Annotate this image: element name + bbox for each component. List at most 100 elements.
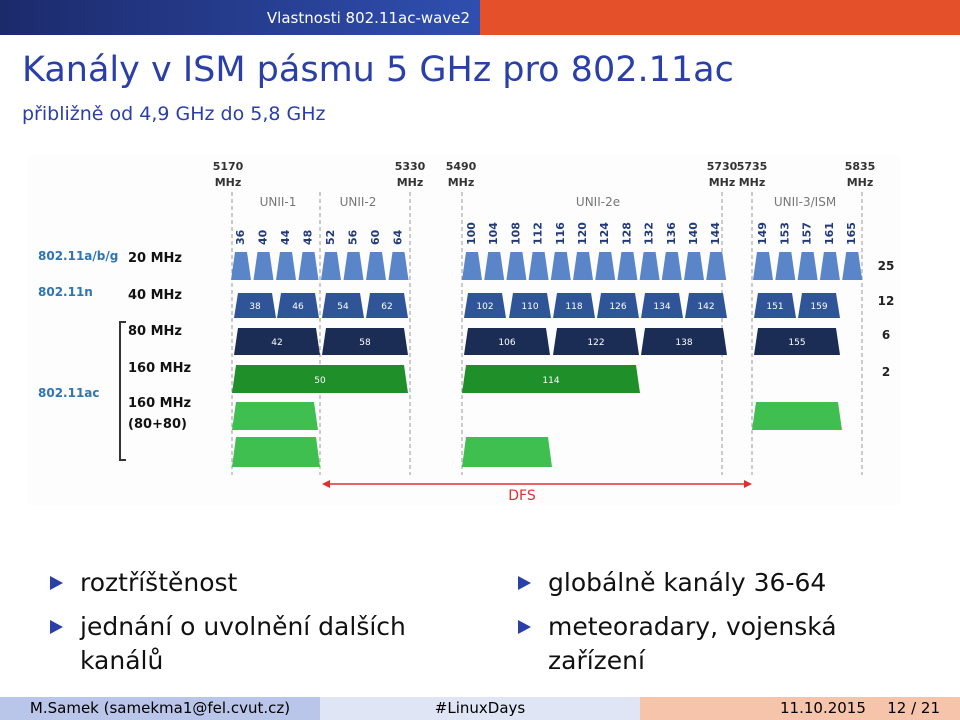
block-40 [464, 293, 506, 318]
channel-20: 136 [665, 222, 678, 245]
freq-unit: MHz [739, 176, 766, 189]
footer-author: M.Samek (samekma1@fel.cvut.cz) [0, 697, 320, 720]
block-80 [553, 328, 639, 355]
block-20 [661, 252, 682, 280]
bullets-right: globálně kanály 36-64 meteoradary, vojen… [518, 566, 858, 688]
block-20 [797, 252, 818, 280]
freq-unit: MHz [397, 176, 424, 189]
block-40 [322, 293, 364, 318]
block-80-80 [752, 402, 842, 430]
block-20 [506, 252, 527, 280]
block-80 [464, 328, 550, 355]
channel-160: 50 [314, 376, 326, 386]
block-20 [550, 252, 571, 280]
channel-80: 42 [271, 338, 282, 348]
block-20 [484, 252, 505, 280]
channel-20: 100 [465, 222, 478, 245]
block-20 [366, 252, 386, 280]
block-80-80 [232, 437, 320, 467]
bullet: globálně kanály 36-64 [518, 566, 858, 600]
block-20 [253, 252, 274, 280]
block-40 [234, 293, 276, 318]
block-80 [322, 328, 408, 355]
width-label: 40 MHz [128, 288, 182, 303]
channel-20: 64 [392, 229, 405, 245]
block-20 [706, 252, 727, 280]
block-20 [276, 252, 296, 280]
count: 2 [882, 365, 890, 379]
freq-value: 5735 [737, 160, 768, 173]
standard: 802.11n [38, 285, 93, 299]
channel-20: 149 [756, 222, 769, 245]
channel-20: 48 [302, 230, 315, 245]
block-20 [528, 252, 549, 280]
section: Vlastnosti 802.11ac-wave2 [266, 9, 470, 27]
footer-page: 12 / 21 [887, 699, 940, 717]
channel-diagram: 5170MHz5330MHz5490MHz5730MHz5735MHz5835M… [28, 155, 900, 505]
block-40 [754, 293, 796, 318]
freq-value: 5330 [395, 160, 426, 173]
channel-20: 36 [234, 229, 247, 245]
channel-20: 56 [347, 229, 360, 245]
channel-20: 132 [643, 222, 656, 245]
block-160 [232, 365, 408, 393]
channel-20: 44 [279, 229, 292, 245]
dfs-label: DFS [508, 488, 536, 504]
header-right [480, 0, 960, 35]
channel-20: 144 [709, 222, 722, 245]
channel-40: 118 [565, 302, 582, 312]
band-name: UNII-2e [576, 195, 620, 209]
count: 25 [878, 259, 895, 273]
channel-40: 126 [609, 302, 626, 312]
width-label: 160 MHz [128, 396, 191, 411]
channel-20: 128 [620, 222, 633, 245]
channel-20: 108 [509, 222, 522, 245]
channel-40: 110 [521, 302, 538, 312]
block-40 [277, 293, 319, 318]
channel-20: 112 [532, 222, 545, 245]
block-20 [321, 252, 341, 280]
block-20 [388, 252, 409, 280]
arrow-head [322, 480, 330, 488]
channel-20: 165 [845, 222, 858, 245]
width-label: 20 MHz [128, 251, 182, 266]
block-80 [641, 328, 727, 355]
block-40 [597, 293, 639, 318]
bullet: meteoradary, vojenská zařízení [518, 610, 858, 678]
channel-40: 62 [381, 302, 392, 312]
freq-value: 5835 [845, 160, 876, 173]
bullets-left: roztříštěnost jednání o uvolnění dalších… [50, 566, 430, 688]
channel-80: 122 [587, 338, 604, 348]
width-label: 160 MHz [128, 361, 191, 376]
channel-80: 58 [359, 338, 371, 348]
block-80 [754, 328, 840, 355]
block-20 [819, 252, 840, 280]
block-20 [573, 252, 593, 280]
block-20 [595, 252, 616, 280]
block-20 [753, 252, 773, 280]
freq-value: 5490 [446, 160, 477, 173]
block-40 [685, 293, 727, 318]
block-20 [842, 252, 863, 280]
channel-20: 40 [257, 229, 270, 245]
band-name: UNII-3/ISM [774, 195, 836, 209]
channel-20: 140 [687, 222, 700, 245]
channel-160: 114 [542, 376, 559, 386]
width-label: 80 MHz [128, 324, 182, 339]
channel-20: 157 [801, 222, 814, 245]
count: 12 [878, 294, 895, 308]
channel-40: 46 [292, 302, 304, 312]
channel-40: 102 [476, 302, 493, 312]
block-20 [231, 252, 251, 280]
block-20 [617, 252, 638, 280]
channel-40: 159 [810, 302, 827, 312]
freq-unit: MHz [215, 176, 242, 189]
freq-unit: MHz [847, 176, 874, 189]
band-name: UNII-2 [340, 195, 377, 209]
block-20 [684, 252, 704, 280]
footer-event: #LinuxDays [320, 697, 640, 720]
channel-80: 138 [675, 338, 692, 348]
footer-date: 11.10.2015 [780, 699, 866, 717]
block-40 [553, 293, 595, 318]
